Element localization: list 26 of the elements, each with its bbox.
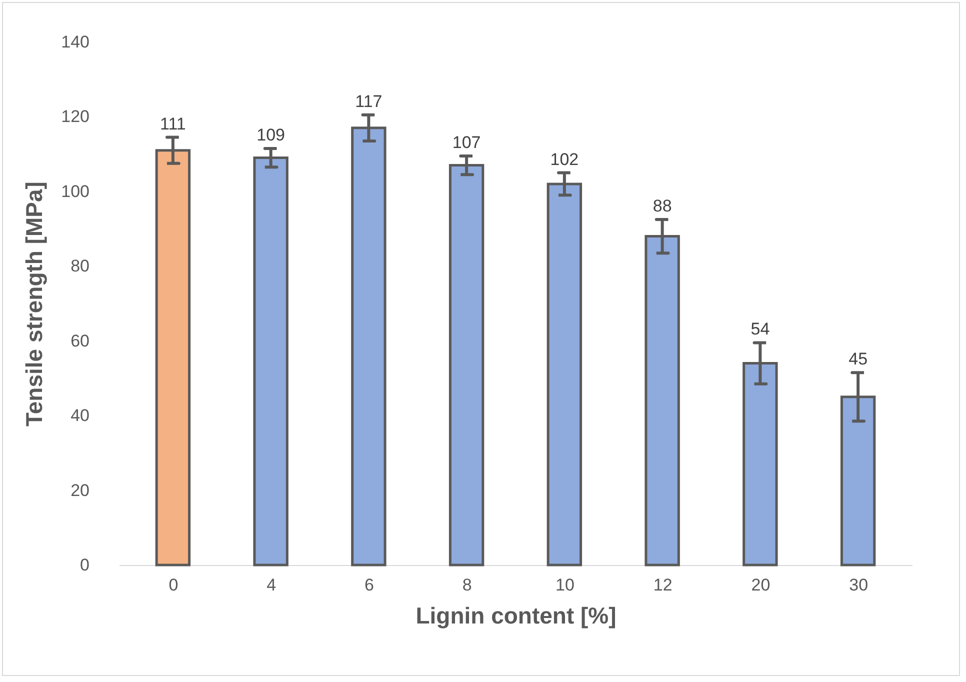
y-tick-label: 60 — [70, 331, 90, 350]
y-tick-label: 40 — [70, 406, 90, 426]
data-label: 107 — [452, 132, 481, 152]
data-label: 102 — [550, 150, 579, 169]
data-label: 111 — [160, 114, 186, 134]
y-axis-title: Tensile strength [MPa] — [21, 182, 48, 426]
data-label: 117 — [355, 92, 382, 111]
y-tick-label: 0 — [80, 556, 90, 574]
x-tick-label: 12 — [653, 576, 672, 594]
data-label: 109 — [256, 125, 285, 144]
y-tick-label: 20 — [70, 480, 90, 500]
x-tick-label: 30 — [849, 576, 868, 594]
y-tick-label: 100 — [61, 182, 90, 201]
data-label: 45 — [848, 350, 868, 369]
x-tick-label: 20 — [751, 576, 770, 594]
x-tick-label: 8 — [462, 576, 472, 594]
x-tick-label: 6 — [364, 576, 374, 594]
y-tick-label: 120 — [61, 107, 90, 126]
x-tick-label: 0 — [168, 576, 178, 594]
x-tick-label: 10 — [555, 576, 574, 594]
data-label: 88 — [652, 196, 672, 216]
y-tick-label: 80 — [70, 256, 90, 276]
x-tick-label: 4 — [266, 576, 276, 594]
data-label: 54 — [750, 320, 770, 339]
y-tick-label: 140 — [61, 32, 90, 52]
x-axis-title: Lignin content [%] — [416, 602, 616, 628]
